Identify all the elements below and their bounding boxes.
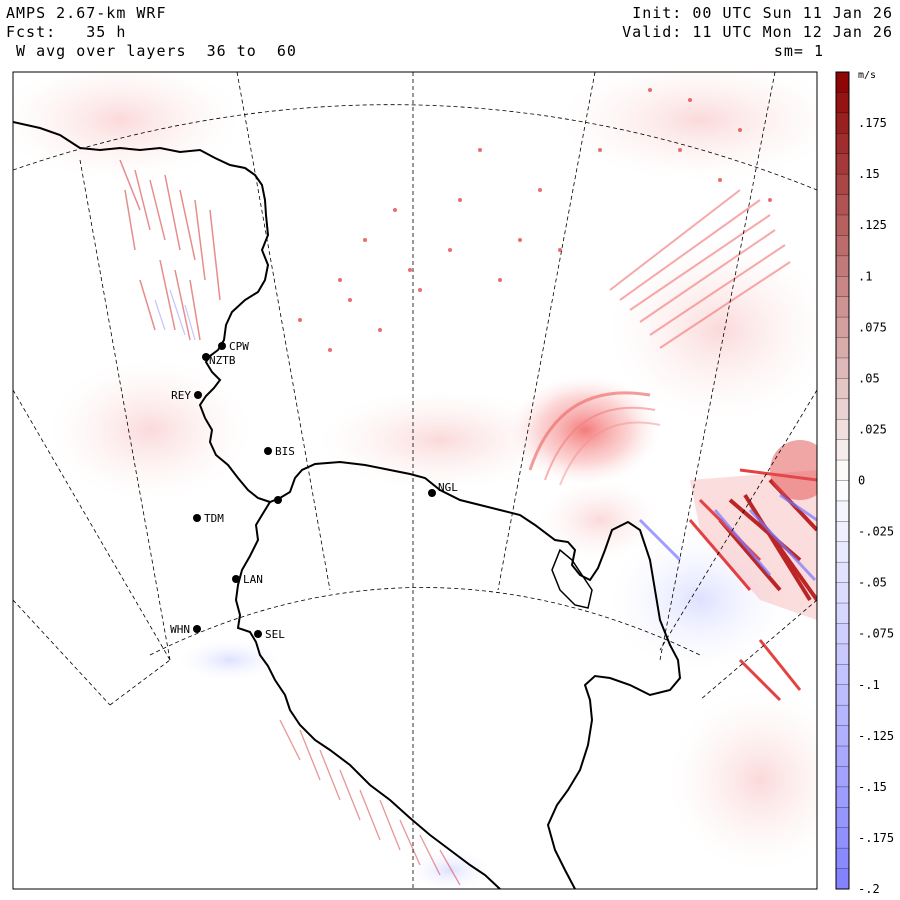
station-marker bbox=[194, 391, 202, 399]
colorbar-swatch bbox=[836, 582, 849, 604]
valid-time: Valid: 11 UTC Mon 12 Jan 26 bbox=[622, 23, 893, 41]
colorbar-swatch bbox=[836, 133, 849, 155]
colorbar-swatch bbox=[836, 398, 849, 420]
colorbar-tick-label: -.075 bbox=[858, 627, 894, 641]
island-loop bbox=[551, 548, 593, 609]
colorbar-swatch bbox=[836, 827, 849, 849]
colorbar-tick-label: -.025 bbox=[858, 525, 894, 539]
colorbar-tick-label: .15 bbox=[858, 167, 880, 181]
colorbar-tick-label: -.125 bbox=[858, 729, 894, 743]
station-label: LAN bbox=[243, 573, 263, 586]
colorbar-tick-label: .05 bbox=[858, 371, 880, 385]
colorbar-swatch bbox=[836, 807, 849, 829]
colorbar-tick-label: -.2 bbox=[858, 882, 880, 896]
colorbar-swatch bbox=[836, 541, 849, 563]
colorbar-swatch bbox=[836, 603, 849, 624]
colorbar-tick-label: .125 bbox=[858, 218, 887, 232]
colorbar-swatch bbox=[836, 214, 849, 236]
colorbar-swatch bbox=[836, 72, 849, 93]
colorbar-frame bbox=[835, 71, 850, 890]
station-marker bbox=[193, 625, 201, 633]
colorbar-swatch bbox=[836, 419, 849, 441]
colorbar-unit: m/s bbox=[858, 70, 876, 81]
colorbar-swatch bbox=[836, 296, 849, 318]
colorbar-swatch bbox=[836, 153, 849, 175]
station-marker bbox=[274, 496, 282, 504]
colorbar-swatch bbox=[836, 317, 849, 339]
station-label: CPW bbox=[229, 340, 249, 353]
station-label: SEL bbox=[265, 628, 285, 641]
colorbar-swatch bbox=[836, 848, 849, 870]
graticule bbox=[13, 72, 817, 889]
colorbar-swatch bbox=[836, 746, 849, 767]
colorbar-swatch bbox=[836, 623, 849, 645]
smoothing-label: sm= 1 bbox=[773, 42, 824, 60]
colorbar-swatch bbox=[836, 378, 849, 400]
station-marker bbox=[254, 630, 262, 638]
colorbar-swatch bbox=[836, 174, 849, 196]
colorbar-tick-label: .175 bbox=[858, 116, 887, 130]
forecast-hour: Fcst: 35 h bbox=[6, 23, 127, 41]
station-marker bbox=[232, 575, 240, 583]
station-label: BIS bbox=[275, 445, 295, 458]
colorbar-swatch bbox=[836, 684, 849, 706]
colorbar-tick-label: .025 bbox=[858, 422, 887, 436]
colorbar-swatch bbox=[836, 92, 849, 114]
station-marker bbox=[202, 353, 210, 361]
model-title: AMPS 2.67-km WRF bbox=[6, 4, 167, 22]
colorbar-swatch bbox=[836, 255, 849, 277]
colorbar-swatch bbox=[836, 868, 849, 890]
colorbar-swatch bbox=[836, 480, 849, 502]
colorbar-swatch bbox=[836, 664, 849, 686]
station-label: TDM bbox=[204, 512, 224, 525]
colorbar-tick-label: -.1 bbox=[858, 678, 880, 692]
colorbar-swatch bbox=[836, 725, 849, 747]
map-frame bbox=[12, 71, 818, 890]
colorbar-swatch bbox=[836, 786, 849, 808]
station-label: NGL bbox=[438, 481, 458, 494]
map-field bbox=[13, 72, 817, 889]
station-marker bbox=[264, 447, 272, 455]
colorbar-swatch bbox=[836, 460, 849, 481]
colorbar-tick-label: .1 bbox=[858, 269, 872, 283]
colorbar-swatch bbox=[836, 521, 849, 543]
colorbar-swatch bbox=[836, 276, 849, 298]
coastline bbox=[13, 121, 682, 889]
colorbar-tick-label: .075 bbox=[858, 320, 887, 334]
colorbar-swatch bbox=[836, 112, 849, 134]
colorbar-swatch bbox=[836, 705, 849, 727]
station-marker bbox=[193, 514, 201, 522]
colorbar-tick-label: 0 bbox=[858, 474, 865, 488]
colorbar-swatch bbox=[836, 337, 849, 359]
colorbar-swatch bbox=[836, 766, 849, 788]
station-label: NZTB bbox=[209, 354, 236, 367]
colorbar-swatch bbox=[836, 194, 849, 216]
colorbar-swatch bbox=[836, 357, 849, 379]
colorbar-tick-label: -.175 bbox=[858, 831, 894, 845]
colorbar-swatch bbox=[836, 500, 849, 522]
init-time: Init: 00 UTC Sun 11 Jan 26 bbox=[632, 4, 893, 22]
station-marker bbox=[428, 489, 436, 497]
field-description: W avg over layers 36 to 60 bbox=[6, 42, 297, 60]
station-label: WHN bbox=[170, 623, 190, 636]
station-marker bbox=[218, 342, 226, 350]
colorbar-tick-label: -.15 bbox=[858, 780, 887, 794]
colorbar: m/s .175 .15 .125 .1 .075 .05 .025 0 -.025 -.05 -.0… bbox=[835, 70, 894, 896]
colorbar-swatch bbox=[836, 439, 849, 461]
colorbar-swatch bbox=[836, 235, 849, 257]
colorbar-tick-label: -.05 bbox=[858, 576, 887, 590]
coastline-west bbox=[234, 501, 501, 889]
station-label: REY bbox=[171, 389, 191, 402]
colorbar-swatch bbox=[836, 562, 849, 584]
colorbar-swatch bbox=[836, 643, 849, 665]
